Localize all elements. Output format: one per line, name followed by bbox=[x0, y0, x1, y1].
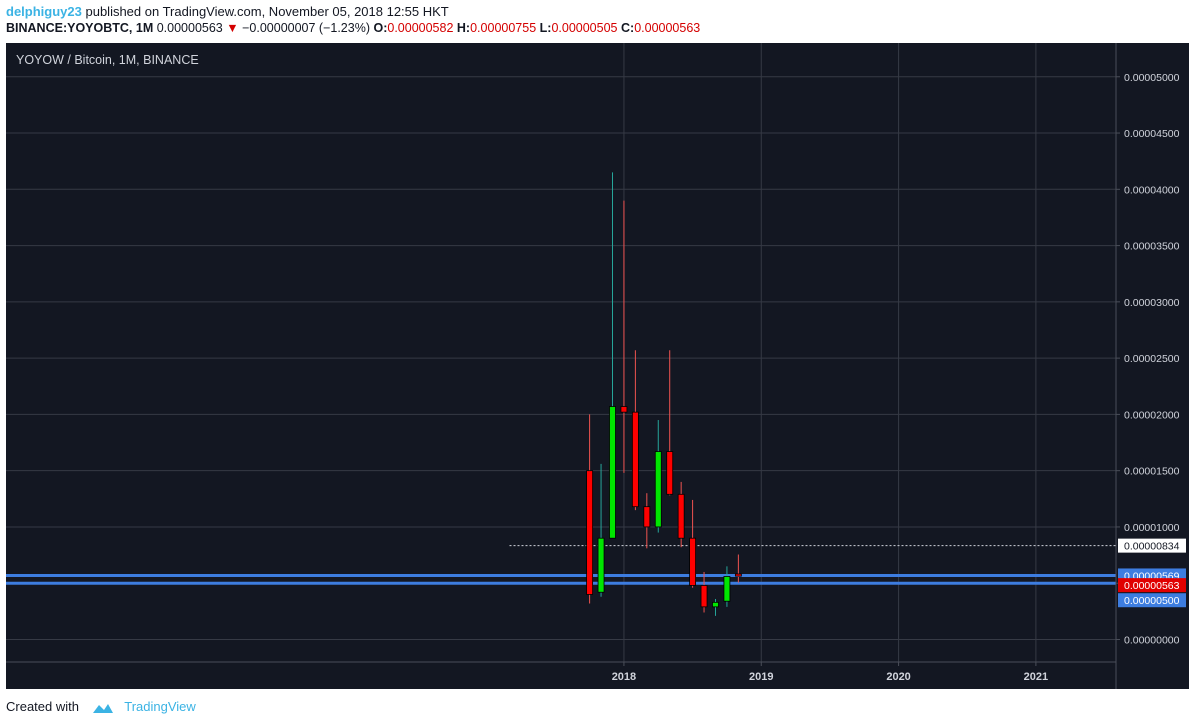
candle-body bbox=[620, 406, 628, 413]
candle-body bbox=[712, 601, 719, 608]
y-tick-label: 0.00002000 bbox=[1124, 409, 1180, 421]
close-label: C: bbox=[620, 21, 635, 35]
high-label: H: bbox=[456, 21, 471, 35]
high-value: 0.00000755 bbox=[470, 21, 537, 35]
x-tick-label: 2020 bbox=[886, 671, 910, 683]
grid-lines bbox=[6, 43, 1116, 662]
x-tick-label: 2019 bbox=[749, 671, 773, 683]
y-tick-label: 0.00003000 bbox=[1124, 297, 1180, 309]
chart-title: YOYOW / Bitcoin, 1M, BINANCE bbox=[16, 53, 199, 67]
time-axis[interactable]: 2018 2019 2020 2021 bbox=[612, 662, 1048, 683]
last-price-label-background bbox=[1118, 578, 1186, 593]
chart-background bbox=[6, 43, 1189, 689]
open-value: 0.00000582 bbox=[387, 21, 454, 35]
footer: Created with TradingView bbox=[6, 699, 196, 715]
low-value: 0.00000505 bbox=[551, 21, 618, 35]
level-price-label: 0.00000500 bbox=[1124, 595, 1180, 607]
change-value: −0.00000007 (−1.23%) bbox=[242, 21, 370, 35]
price-value: 0.00000563 bbox=[156, 21, 223, 35]
candle-body bbox=[700, 585, 708, 608]
y-tick-label: 0.00000000 bbox=[1124, 634, 1180, 646]
candle-body bbox=[723, 576, 731, 602]
open-label: O: bbox=[373, 21, 388, 35]
x-tick-label: 2021 bbox=[1024, 671, 1048, 683]
tradingview-logo-icon[interactable] bbox=[91, 701, 115, 715]
candle-body bbox=[643, 506, 651, 528]
dotted-line-price-label-background bbox=[1118, 538, 1186, 553]
y-tick-label: 0.00004000 bbox=[1124, 184, 1180, 196]
chart-container[interactable]: YOYOW / Bitcoin, 1M, BINANCE 0.00005000 0… bbox=[6, 43, 1189, 689]
down-arrow-icon: ▼ bbox=[226, 21, 239, 35]
tradingview-link[interactable]: TradingView bbox=[124, 699, 196, 714]
created-with-text: Created with bbox=[6, 699, 79, 714]
author-link[interactable]: delphiguy23 bbox=[6, 4, 82, 19]
x-tick-label: 2018 bbox=[612, 671, 636, 683]
candle-body bbox=[734, 573, 742, 577]
candle-body bbox=[597, 537, 605, 593]
symbol-line: BINANCE:YOYOBTC, 1M 0.00000563 ▼ −0.0000… bbox=[6, 21, 700, 35]
candlestick-chart[interactable]: YOYOW / Bitcoin, 1M, BINANCE 0.00005000 0… bbox=[6, 43, 1189, 689]
last-price-label: 0.00000563 bbox=[1124, 580, 1180, 592]
publish-text: published on TradingView.com, November 0… bbox=[85, 4, 449, 19]
candle-body bbox=[631, 411, 639, 508]
y-tick-label: 0.00002500 bbox=[1124, 353, 1180, 365]
level-price-label-background bbox=[1118, 593, 1186, 608]
candle-body bbox=[677, 493, 685, 539]
low-label: L: bbox=[539, 21, 552, 35]
y-tick-label: 0.00004500 bbox=[1124, 128, 1180, 140]
y-tick-label: 0.00005000 bbox=[1124, 72, 1180, 84]
candle-body bbox=[586, 470, 594, 595]
candle-body bbox=[609, 406, 616, 539]
symbol-label: BINANCE:YOYOBTC, 1M bbox=[6, 21, 154, 35]
y-tick-label: 0.00001500 bbox=[1124, 466, 1180, 478]
candle-body bbox=[689, 537, 696, 586]
candle-body bbox=[666, 451, 674, 495]
dotted-line-price-label: 0.00000834 bbox=[1124, 541, 1180, 553]
y-tick-label: 0.00003500 bbox=[1124, 241, 1180, 253]
close-value: 0.00000563 bbox=[634, 21, 701, 35]
publish-line: delphiguy23 published on TradingView.com… bbox=[6, 4, 449, 19]
candle-body bbox=[654, 451, 662, 528]
horizontal-lines bbox=[6, 545, 1116, 585]
candles bbox=[586, 172, 742, 616]
y-tick-label: 0.00001000 bbox=[1124, 522, 1180, 534]
